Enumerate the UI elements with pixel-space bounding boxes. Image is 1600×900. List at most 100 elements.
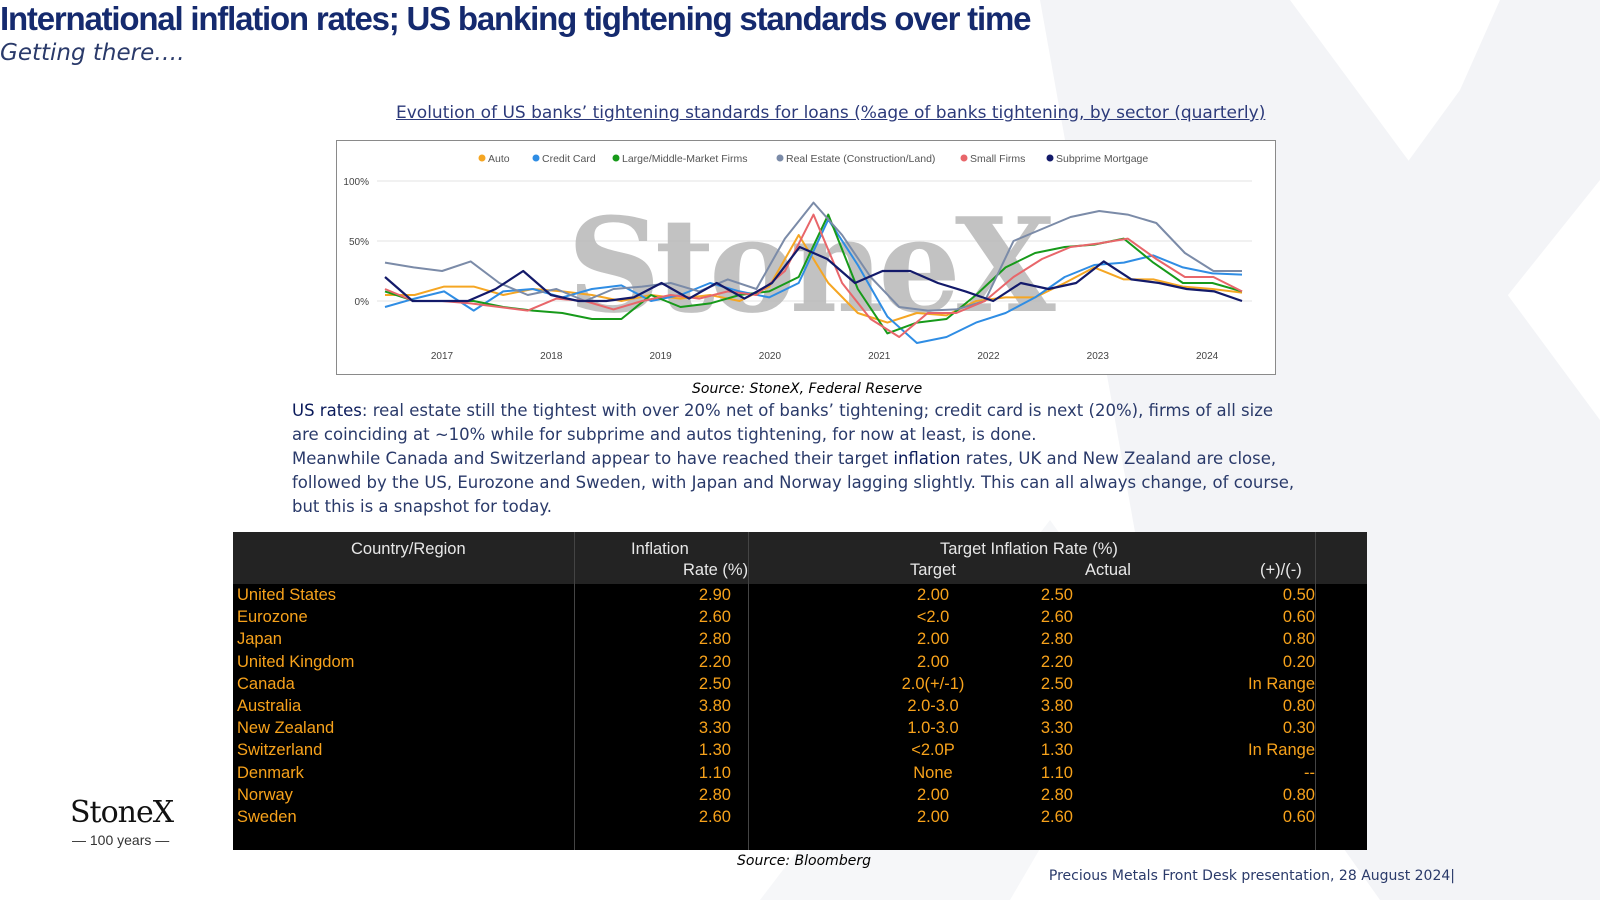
table-divider <box>748 532 749 850</box>
table-row: Eurozone 2.60 <2.0 2.60 0.60 <box>233 608 1367 630</box>
commentary-p2-b: rates, UK and New Zealand are close, fol… <box>292 449 1295 516</box>
cell-diff: 0.60 <box>1282 808 1315 826</box>
cell-inflation-rate: 3.80 <box>698 697 731 715</box>
cell-country: Australia <box>237 697 302 715</box>
chart-legend: Auto Credit Card Large/Middle-Market Firms… <box>478 153 1148 165</box>
cell-diff: 0.80 <box>1282 697 1315 715</box>
chart-title: Evolution of US banks’ tightening standa… <box>396 103 1266 123</box>
cell-country: New Zealand <box>237 719 335 738</box>
cell-diff: 0.60 <box>1282 608 1315 627</box>
chart-source: Source: StoneX, Federal Reserve <box>692 381 923 397</box>
page-title: International inflation rates; US bankin… <box>0 0 1031 37</box>
legend-marker <box>960 154 968 162</box>
chart-grid: 100% 50% 0% <box>343 177 1252 308</box>
cell-inflation-rate: 2.90 <box>698 586 731 604</box>
commentary: US rates: real estate still the tightest… <box>292 399 1302 519</box>
cell-country: Switzerland <box>237 741 323 760</box>
commentary-p2-a: Meanwhile Canada and Switzerland appear … <box>292 449 894 468</box>
line-chart: Auto Credit Card Large/Middle-Market Firms… <box>336 140 1276 375</box>
logo-wordmark: StoneX <box>70 795 174 830</box>
cell-country: United Kingdom <box>237 652 355 671</box>
legend-marker <box>478 154 486 162</box>
legend-label: Subprime Mortgage <box>1056 153 1148 165</box>
cell-diff: In Range <box>1248 741 1315 760</box>
legend-marker <box>1046 154 1054 162</box>
cell-diff: 0.30 <box>1282 719 1315 738</box>
inflation-table: Country/Region Inflation Rate (%) Target… <box>233 532 1367 850</box>
table-row: Sweden 2.60 2.00 2.60 0.60 <box>233 808 1367 830</box>
cell-actual: 2.60 <box>1040 808 1073 826</box>
cell-inflation-rate: 2.80 <box>698 785 731 804</box>
table-row: New Zealand 3.30 1.0-3.0 3.30 0.30 <box>233 719 1367 741</box>
legend-marker <box>776 154 784 162</box>
table-row: Switzerland 1.30 <2.0P 1.30 In Range <box>233 741 1367 763</box>
cell-inflation-rate: 2.20 <box>698 652 731 671</box>
legend-marker <box>532 154 540 162</box>
cell-inflation-rate: 2.60 <box>698 808 731 826</box>
y-tick-label: 50% <box>349 237 369 248</box>
legend-label: Real Estate (Construction/Land) <box>786 153 935 165</box>
stonex-logo: StoneX — 100 years — <box>70 795 194 848</box>
x-tick-label: 2021 <box>868 351 891 362</box>
cell-actual: 2.80 <box>1040 785 1073 804</box>
x-tick-label: 2022 <box>977 351 1000 362</box>
legend-marker <box>612 154 620 162</box>
legend-label: Small Firms <box>970 153 1025 165</box>
cell-actual: 2.20 <box>1040 652 1073 671</box>
cell-target: <2.0 <box>916 608 950 627</box>
table-header: Country/Region Inflation Rate (%) Target… <box>233 532 1367 584</box>
table-row: Denmark 1.10 None 1.10 -- <box>233 764 1367 786</box>
table-row: Japan 2.80 2.00 2.80 0.80 <box>233 630 1367 652</box>
cell-actual: 1.10 <box>1040 763 1073 782</box>
header-target: Target <box>910 561 956 579</box>
commentary-us-rates-label: US rates <box>292 401 362 420</box>
logo-tagline: — 100 years — <box>72 832 170 848</box>
footer-text: Precious Metals Front Desk presentation,… <box>1048 868 1455 884</box>
cell-diff: 0.50 <box>1282 586 1315 604</box>
header-inflation-top: Inflation <box>631 540 689 558</box>
cell-country: Norway <box>237 785 293 804</box>
cell-actual: 2.80 <box>1040 630 1073 649</box>
legend-label: Credit Card <box>542 153 596 165</box>
y-tick-label: 0% <box>355 297 370 308</box>
cell-target: 2.00 <box>916 630 950 649</box>
table-row: Norway 2.80 2.00 2.80 0.80 <box>233 786 1367 808</box>
cell-actual: 2.50 <box>1040 586 1073 604</box>
cell-actual: 2.50 <box>1040 674 1073 693</box>
cell-actual: 3.80 <box>1040 697 1073 715</box>
table-row: United States 2.90 2.00 2.50 0.50 <box>233 586 1367 608</box>
cell-target: 2.0(+/-1) <box>901 674 965 693</box>
header-inflation-bottom: Rate (%) <box>683 561 749 579</box>
legend-label: Auto <box>488 153 510 165</box>
cell-target: 1.0-3.0 <box>907 719 959 738</box>
table-divider <box>574 532 575 850</box>
legend-label: Large/Middle-Market Firms <box>622 153 747 165</box>
table-row: United Kingdom 2.20 2.00 2.20 0.20 <box>233 653 1367 675</box>
cell-diff: 0.20 <box>1282 652 1315 671</box>
cell-country: Japan <box>237 630 282 649</box>
series-line-subprime-mortgage <box>384 245 1243 303</box>
cell-target: 2.00 <box>916 785 950 804</box>
table-source: Source: Bloomberg <box>737 853 871 869</box>
table-row: Australia 3.80 2.0-3.0 3.80 0.80 <box>233 697 1367 719</box>
table-divider <box>1315 532 1316 850</box>
cell-inflation-rate: 2.80 <box>698 630 731 649</box>
cell-diff: In Range <box>1248 674 1315 693</box>
cell-inflation-rate: 1.30 <box>698 741 731 760</box>
y-tick-label: 100% <box>343 177 369 188</box>
cell-target: 2.00 <box>916 652 950 671</box>
cell-country: Denmark <box>237 763 304 782</box>
cell-country: United States <box>237 586 337 604</box>
chart-series <box>384 201 1243 344</box>
cell-target: <2.0P <box>911 741 955 760</box>
cell-country: Canada <box>237 674 295 693</box>
cell-target: 2.00 <box>916 586 950 604</box>
table-row: Canada 2.50 2.0(+/-1) 2.50 In Range <box>233 675 1367 697</box>
chart-svg: Auto Credit Card Large/Middle-Market Firms… <box>343 153 1252 362</box>
cell-target: 2.00 <box>916 808 950 826</box>
commentary-p1: : real estate still the tightest with ov… <box>292 401 1274 444</box>
x-tick-label: 2024 <box>1196 351 1219 362</box>
series-line-small-firms <box>384 213 1243 338</box>
cell-actual: 3.30 <box>1040 719 1073 738</box>
commentary-inflation-keyword: inflation <box>893 449 961 468</box>
